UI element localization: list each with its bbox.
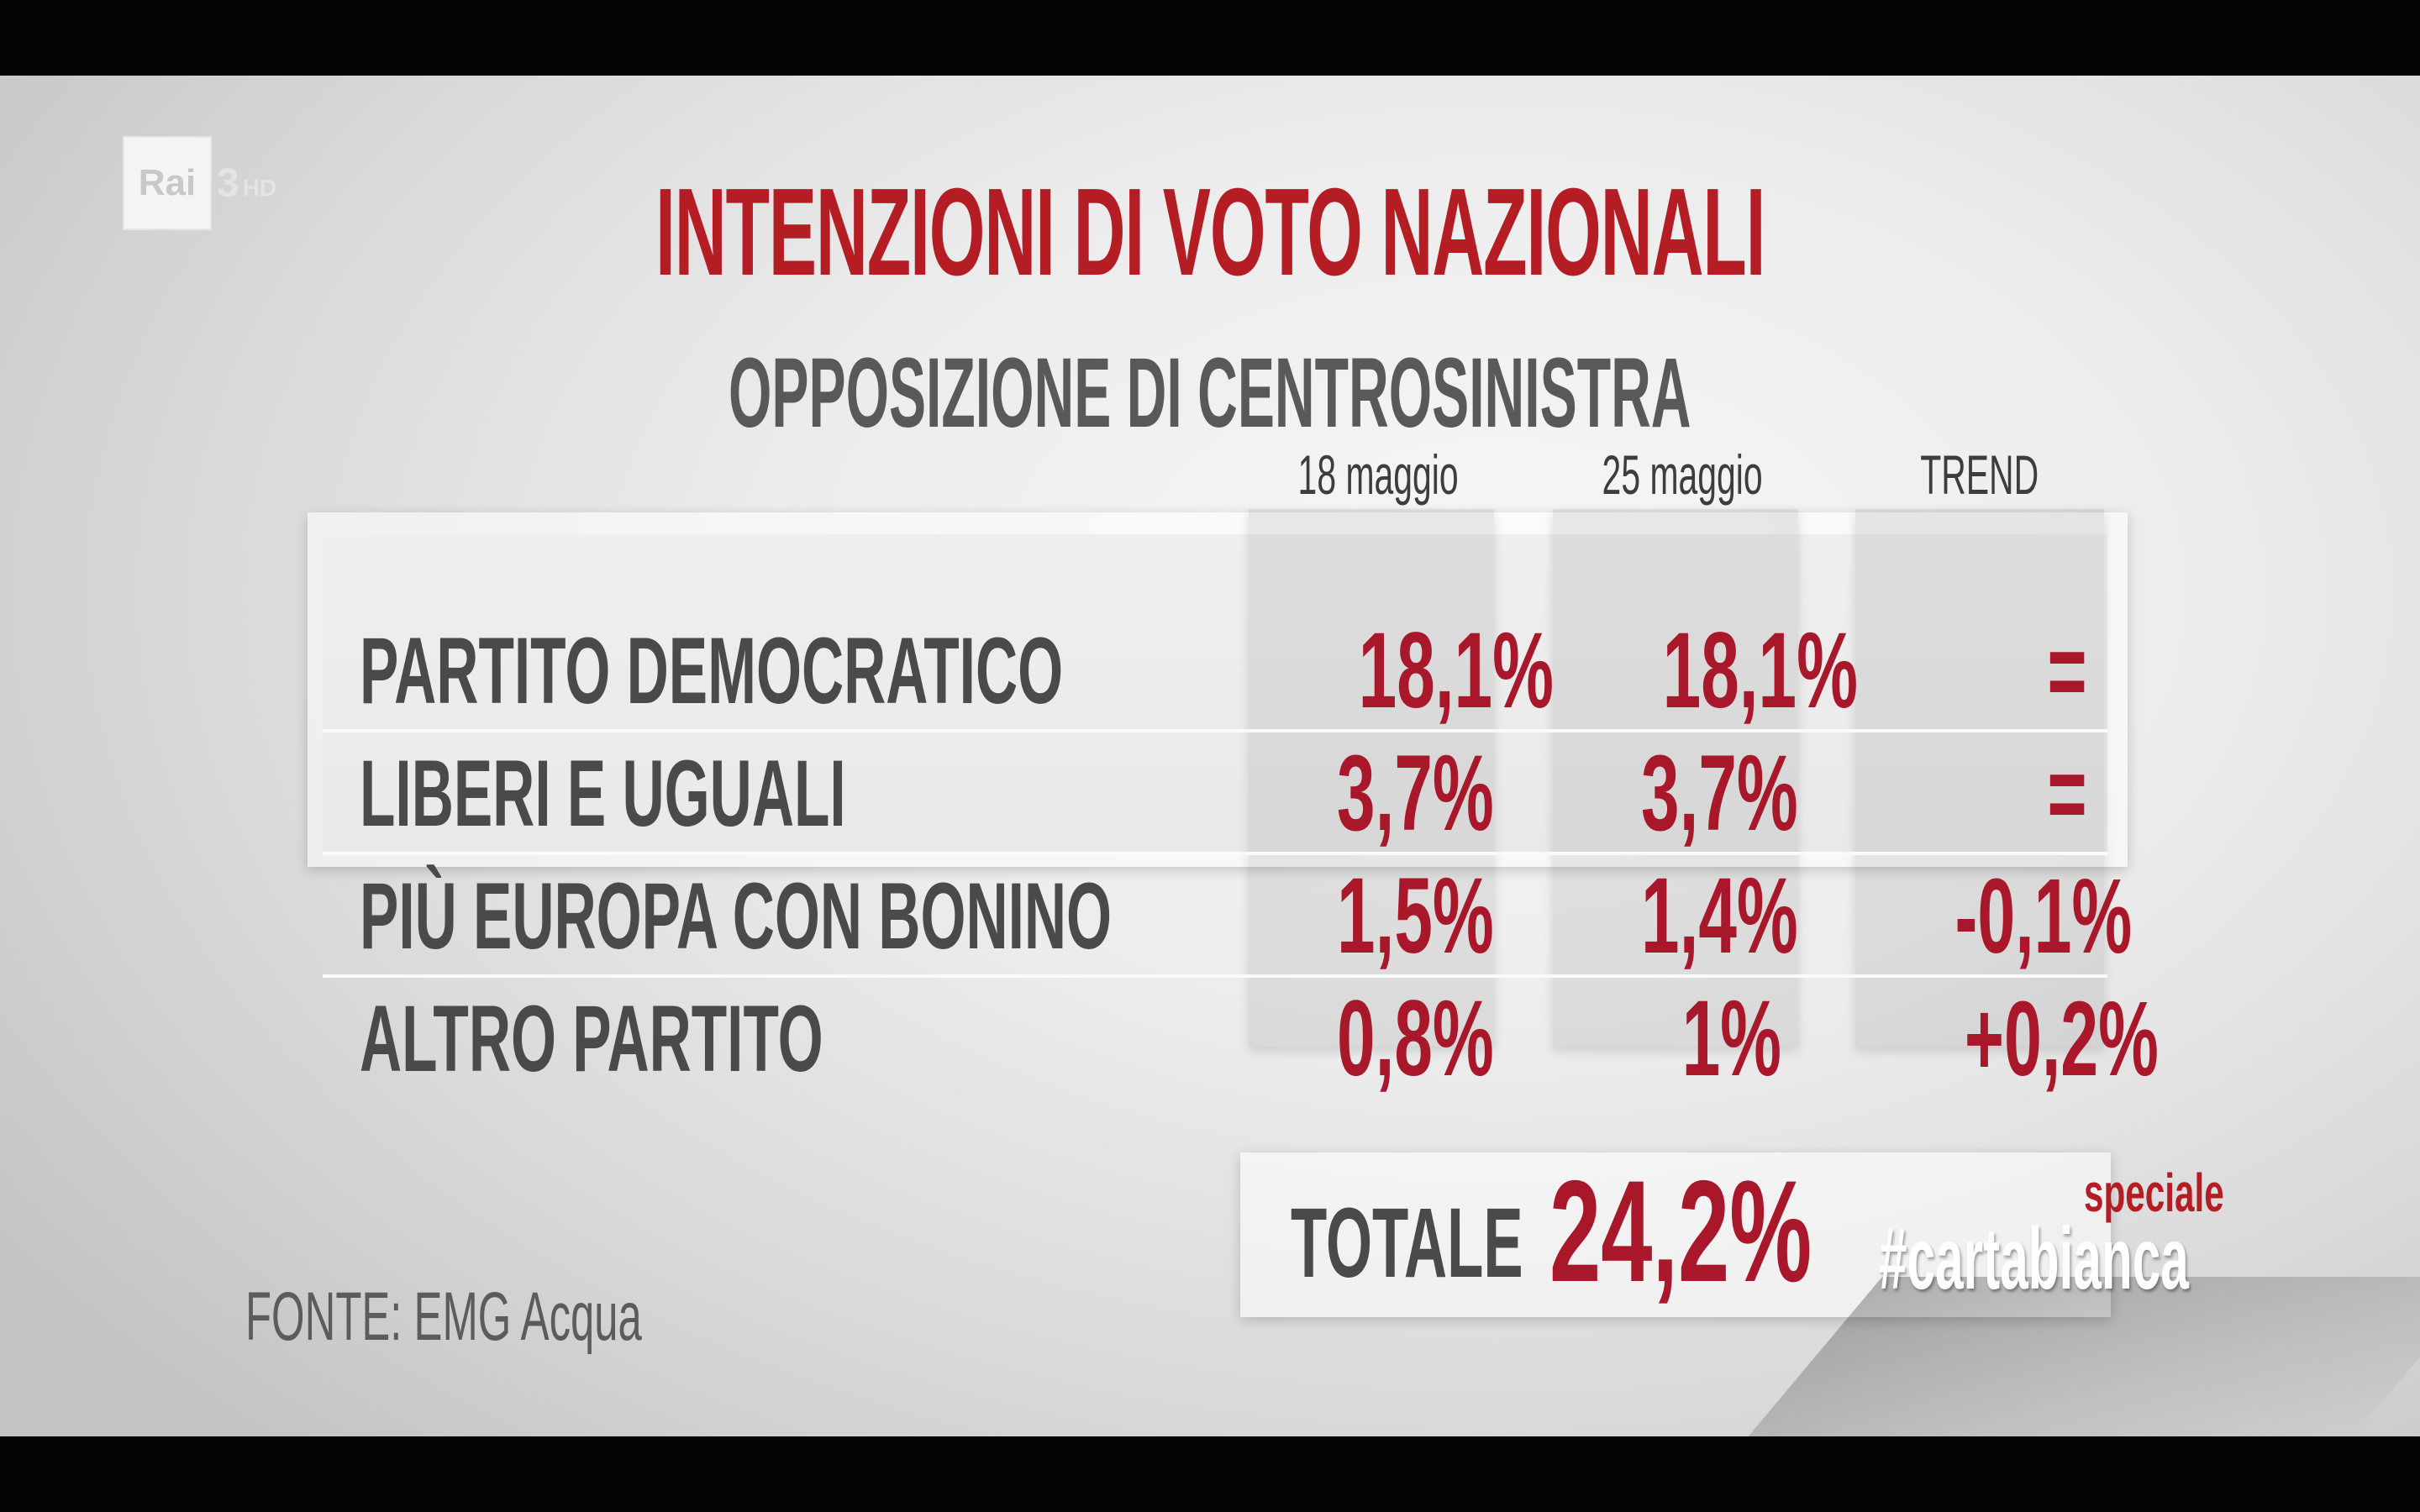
total-box xyxy=(1240,1152,2111,1317)
program-hashtag: #cartabianca xyxy=(1879,1210,2189,1308)
value-may25: 18,1% xyxy=(1662,611,1858,731)
column-band-may18 xyxy=(1249,509,1494,1047)
letterbox-bottom xyxy=(0,1436,2420,1512)
value-may25: 1% xyxy=(1681,979,1781,1099)
table-row: PIÙ EUROPA CON BONINO 1,5% 1,4% -0,1% xyxy=(0,855,2420,977)
table-row: ALTRO PARTITO 0,8% 1% +0,2% xyxy=(0,978,2420,1100)
table-row: LIBERI E UGUALI 3,7% 3,7% = xyxy=(0,732,2420,854)
column-band-trend xyxy=(1855,509,2104,1047)
logo-brand: Rai xyxy=(138,162,197,203)
broadcast-frame: Rai 3 HD INTENZIONI DI VOTO NAZIONALI OP… xyxy=(0,76,2420,1436)
chart-title-text: INTENZIONI DI VOTO NAZIONALI xyxy=(655,163,1765,302)
value-trend: = xyxy=(2047,612,2087,730)
logo-suffix: HD xyxy=(242,175,277,201)
party-label: PARTITO DEMOCRATICO xyxy=(360,618,1064,723)
column-band-may25 xyxy=(1553,509,1798,1047)
program-speciale: speciale xyxy=(2084,1163,2224,1223)
row-divider xyxy=(323,729,2107,732)
rai-logo-icon: Rai xyxy=(123,136,212,230)
value-trend: = xyxy=(2047,734,2087,853)
value-may18: 1,5% xyxy=(1337,856,1494,976)
letterbox-top xyxy=(0,0,2420,76)
column-header-may25: 25 maggio xyxy=(1602,444,1763,506)
value-may18: 18,1% xyxy=(1358,611,1554,731)
total-value: 24,2% xyxy=(1549,1151,1812,1312)
chart-title: INTENZIONI DI VOTO NAZIONALI xyxy=(0,170,2420,296)
party-label: PIÙ EUROPA CON BONINO xyxy=(360,864,1113,969)
value-trend: +0,2% xyxy=(1964,979,2159,1098)
chart-subtitle: OPPOSIZIONE DI CENTROSINISTRA xyxy=(0,343,2420,444)
table-row: PARTITO DEMOCRATICO 18,1% 18,1% = xyxy=(0,610,2420,732)
logo-channel: 3 xyxy=(217,160,239,206)
row-divider xyxy=(323,852,2107,855)
value-may18: 0,8% xyxy=(1337,979,1494,1099)
source-note: FONTE: EMG Acqua xyxy=(245,1278,642,1355)
value-trend: -0,1% xyxy=(1954,857,2133,975)
total-label: TOTALE xyxy=(1291,1188,1523,1299)
row-divider xyxy=(323,974,2107,978)
column-header-trend: TREND xyxy=(1920,444,2039,506)
value-may25: 1,4% xyxy=(1641,856,1798,976)
table-inner xyxy=(323,534,2107,852)
channel-logo: Rai 3 HD xyxy=(123,136,276,230)
column-header-may18: 18 maggio xyxy=(1297,444,1459,506)
value-may25: 3,7% xyxy=(1641,733,1798,853)
chart-subtitle-text: OPPOSIZIONE DI CENTROSINISTRA xyxy=(729,338,1691,449)
value-may18: 3,7% xyxy=(1337,733,1494,853)
party-label: ALTRO PARTITO xyxy=(360,986,823,1091)
party-label: LIBERI E UGUALI xyxy=(360,741,846,846)
